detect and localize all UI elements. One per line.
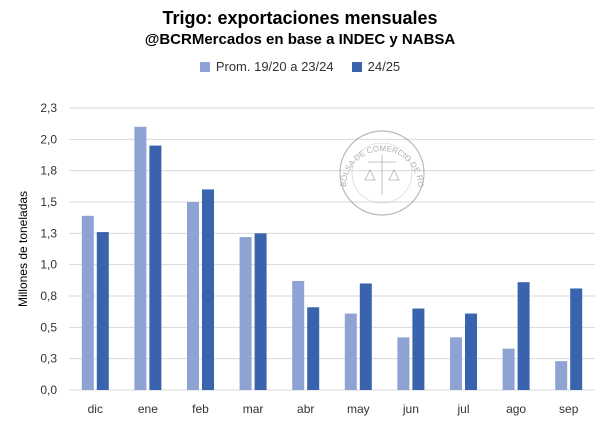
bar-current-jul: [465, 313, 477, 390]
y-tick-label: 1,0: [40, 258, 57, 272]
bar-avg-may: [344, 313, 357, 390]
x-tick-label: jun: [402, 402, 419, 416]
legend-label-current: 24/25: [367, 59, 401, 74]
bar-current-sep: [570, 288, 583, 390]
x-tick-label: jul: [456, 402, 469, 416]
bar-avg-dic: [81, 215, 94, 390]
y-tick-label: 1,5: [40, 195, 57, 209]
bar-current-ene: [149, 145, 162, 390]
y-axis-label: Millones de toneladas: [16, 191, 30, 307]
y-tick-label: 2,3: [40, 101, 57, 115]
bar-current-may: [359, 283, 372, 390]
bar-current-ago: [517, 282, 530, 390]
bar-avg-jul: [450, 337, 462, 390]
x-tick-label: feb: [192, 402, 209, 416]
y-tick-label: 1,8: [40, 164, 57, 178]
legend: Prom. 19/20 a 23/24 24/25: [0, 59, 600, 74]
chart-subtitle: @BCRMercados en base a INDEC y NABSA: [144, 31, 456, 48]
x-tick-label: abr: [297, 402, 314, 416]
chart-title: Trigo: exportaciones mensuales: [162, 8, 438, 28]
x-tick-label: sep: [559, 402, 579, 416]
x-tick-label: may: [347, 402, 370, 416]
bar-avg-sep: [555, 361, 568, 390]
x-tick-label: mar: [243, 402, 264, 416]
svg-text:BOLSA DE COMERCIO DE ROSARIO: BOLSA DE COMERCIO DE ROSARIO: [0, 0, 425, 188]
bar-current-abr: [307, 307, 320, 390]
y-tick-label: 1,3: [40, 226, 57, 240]
y-tick-label: 2,0: [40, 132, 57, 146]
bar-current-dic: [96, 232, 109, 390]
bar-avg-abr: [292, 280, 305, 390]
y-tick-label: 0,8: [40, 289, 57, 303]
legend-item-current: 24/25: [351, 59, 401, 74]
bar-avg-jun: [397, 337, 410, 390]
y-tick-label: 0,3: [40, 352, 57, 366]
x-tick-label: ene: [138, 402, 158, 416]
legend-swatch-current: [351, 61, 362, 72]
legend-item-avg: Prom. 19/20 a 23/24: [199, 59, 334, 74]
bar-current-jun: [412, 308, 425, 390]
legend-label-avg: Prom. 19/20 a 23/24: [215, 59, 334, 74]
bar-avg-mar: [239, 237, 252, 390]
x-tick-label: dic: [88, 402, 103, 416]
legend-swatch-avg: [199, 61, 210, 72]
y-tick-label: 0,0: [40, 383, 57, 397]
bar-avg-ene: [134, 126, 147, 391]
bar-avg-feb: [187, 202, 199, 390]
bar-avg-ago: [502, 348, 515, 390]
x-tick-label: ago: [506, 402, 526, 416]
bar-current-mar: [254, 233, 267, 390]
y-tick-label: 0,5: [40, 320, 57, 334]
bar-current-feb: [202, 189, 214, 390]
